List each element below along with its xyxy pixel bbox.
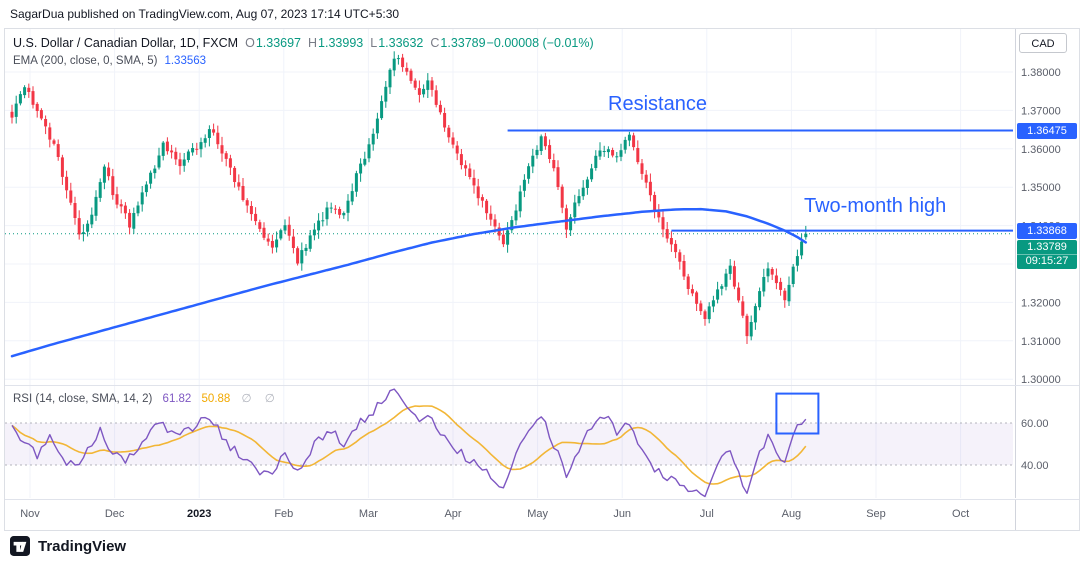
time-axis-label: Apr [444,508,462,520]
price-axis-label: 1.38000 [1021,67,1061,79]
time-axis-label: Dec [104,508,125,520]
publish-bar: SagarDua published on TradingView.com, A… [0,0,1084,28]
rsi-ma-line [11,405,807,485]
time-axis-label: Nov [20,508,40,520]
ema-legend[interactable]: EMA (200, close, 0, SMA, 5) 1.33563 [13,55,594,67]
bar-countdown: 09:15:27 [1017,253,1077,268]
high-value: 1.33993 [318,36,364,50]
change-value: −0.00008 (−0.01%) [486,36,594,50]
resistance-price-badge: 1.36475 [1017,122,1077,139]
time-axis[interactable]: Nov Dec 2023 Feb Mar Apr May Jun Jul Aug Sep Oct [5,499,1079,530]
rsi-line [11,388,807,498]
brand-footer: TradingView [0,531,1084,561]
tradingview-logo-icon[interactable] [10,536,30,556]
rsi-axis-label: 40.00 [1021,460,1049,472]
rsi-legend[interactable]: RSI (14, close, SMA, 14, 2) 61.82 50.88 … [13,391,280,405]
time-axis-label: Aug [781,508,802,520]
price-axis-label: 1.35000 [1021,182,1061,194]
rsi-chart-canvas[interactable]: 60.00 40.00 [5,386,1079,498]
scale-corner-separator [1015,500,1016,530]
two-month-high-price-badge: 1.33868 [1017,222,1077,239]
low-value: 1.33632 [378,36,424,50]
close-label: C [430,36,440,50]
last-price-badge: 1.33789 09:15:27 [1017,239,1077,269]
rsi-band [5,423,1013,465]
two-month-high-label[interactable]: Two-month high [804,195,947,217]
chart-frame: 1.380001.370001.360001.350001.340001.330… [4,28,1080,531]
time-axis-label: Mar [358,508,378,520]
last-price-value: 1.33789 [1027,240,1067,253]
price-axis-label: 1.30000 [1021,374,1061,385]
rsi-pane: 60.00 40.00 RSI (14, close, SMA, 14, 2) 6… [5,385,1079,499]
price-axis-label: 1.31000 [1021,336,1061,348]
symbol-title: U.S. Dollar / Canadian Dollar, 1D, FXCM [13,36,239,50]
rsi-grid [29,386,962,498]
currency-button[interactable]: CAD [1019,33,1067,53]
rsi-empty-band-values: ∅ ∅ [241,393,280,405]
rsi-highlight-box [775,392,820,435]
time-axis-label: Feb [274,508,294,520]
symbol-legend[interactable]: U.S. Dollar / Canadian Dollar, 1D, FXCM … [13,36,594,50]
time-axis-label: 2023 [186,508,212,520]
publish-text: SagarDua published on TradingView.com, A… [10,7,400,21]
ema-line [10,207,808,358]
open-label: O [245,36,255,50]
brand-name[interactable]: TradingView [38,537,127,555]
time-axis-label: Jul [699,508,714,520]
resistance-label[interactable]: Resistance [608,93,707,115]
time-axis-label: Sep [866,508,886,520]
price-axis-label: 1.36000 [1021,144,1061,156]
rsi-title: RSI (14, close, SMA, 14, 2) [13,393,153,405]
candlestick-series [10,51,808,344]
price-axis-label: 1.32000 [1021,297,1061,309]
open-value: 1.33697 [255,36,302,50]
rsi-ma-value: 50.88 [201,393,231,405]
time-axis-label: May [527,508,548,520]
close-value: 1.33789 [440,36,486,50]
low-label: L [370,36,378,50]
price-axis-label: 1.37000 [1021,105,1061,117]
time-axis-label: Jun [613,508,632,520]
price-pane: 1.380001.370001.360001.350001.340001.330… [5,29,1079,385]
ema-title: EMA (200, close, 0, SMA, 5) [13,55,158,67]
rsi-value: 61.82 [162,393,192,405]
time-axis-label: Oct [952,508,970,520]
price-grid [5,29,1013,385]
ema-value: 1.33563 [164,55,207,67]
price-chart-canvas[interactable]: 1.380001.370001.360001.350001.340001.330… [5,29,1079,385]
chart-legend: U.S. Dollar / Canadian Dollar, 1D, FXCM … [13,36,594,67]
rsi-axis-label: 60.00 [1021,418,1049,430]
high-label: H [308,36,318,50]
